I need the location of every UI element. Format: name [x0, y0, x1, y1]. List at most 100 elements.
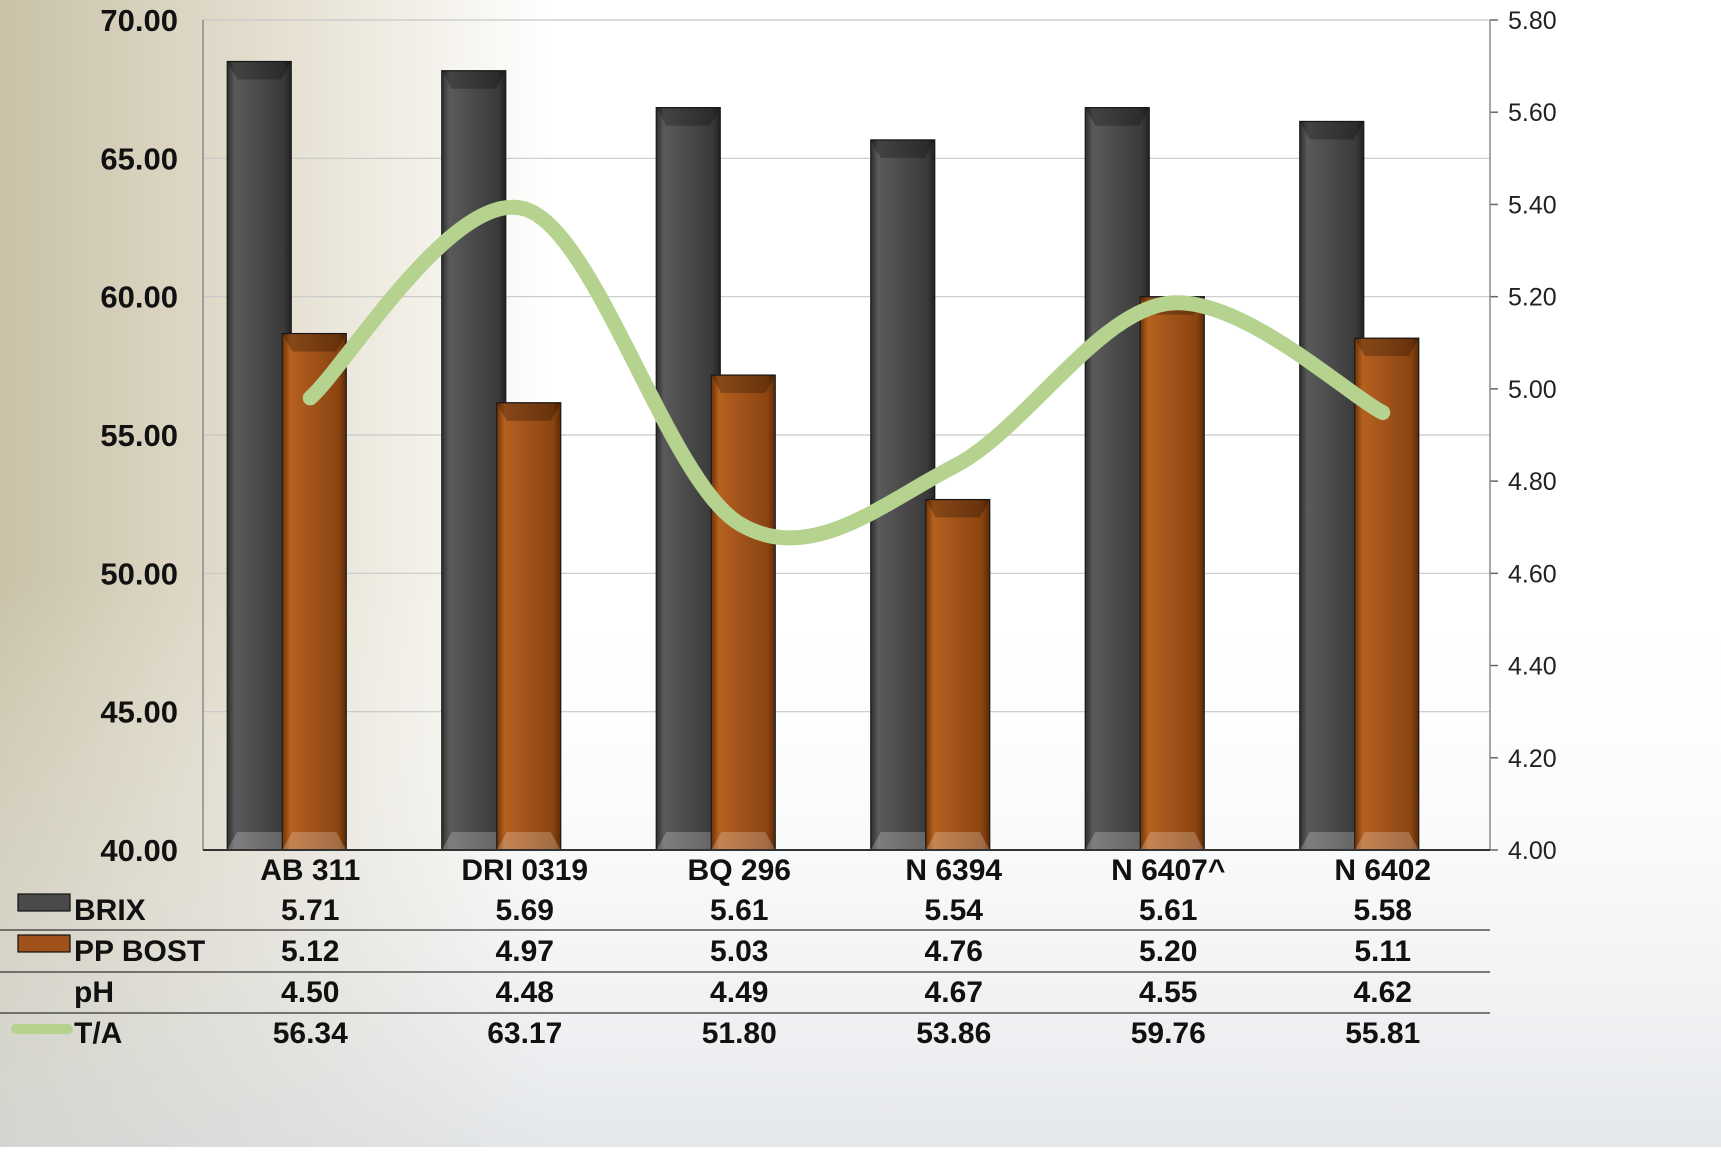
bar-bevel-top — [227, 61, 292, 80]
bar-pp-bost — [496, 402, 562, 851]
bar-body — [496, 402, 562, 851]
table-series-name: PP BOST — [74, 935, 205, 968]
table-cell: 51.80 — [702, 1017, 777, 1050]
bar-brix — [226, 60, 292, 851]
bar-bevel-bottom — [282, 832, 347, 850]
bar-bevel-bottom — [656, 832, 721, 850]
table-cell: 5.69 — [496, 894, 554, 927]
table-cell: 5.54 — [925, 894, 984, 927]
bar-bevel-top — [1085, 107, 1150, 126]
table-cell: 55.81 — [1345, 1017, 1420, 1050]
y-left-tick-label: 70.00 — [100, 3, 178, 38]
bar-bevel-top — [925, 499, 990, 518]
bar-bevel-top — [496, 402, 561, 421]
y-right-tick-label: 5.80 — [1508, 7, 1557, 35]
y-right-tick-label: 4.40 — [1508, 653, 1557, 681]
bar-pp-bost — [925, 498, 991, 851]
y-right-tick-label: 4.00 — [1508, 837, 1557, 865]
bar-body — [226, 60, 292, 851]
table-cell: 5.61 — [710, 894, 768, 927]
category-label: AB 311 — [260, 854, 360, 887]
bar-bevel-top — [282, 333, 347, 352]
table-series-name: T/A — [74, 1017, 122, 1050]
bar-brix — [655, 107, 721, 851]
table-cell: 59.76 — [1131, 1017, 1206, 1050]
y-right-tick-label: 5.20 — [1508, 284, 1557, 312]
data-table: BRIX 5.71 5.69 5.61 5.54 5.61 5.58 PP BOST 5.12 4… — [0, 893, 1490, 1050]
table-cell: 4.55 — [1139, 976, 1197, 1009]
table-cell: 5.03 — [710, 935, 768, 968]
bar-bevel-top — [711, 375, 776, 394]
table-cell: 4.62 — [1354, 976, 1412, 1009]
bar-bevel-bottom — [441, 832, 506, 850]
y-left-tick-label: 45.00 — [100, 695, 178, 730]
bar-bevel-bottom — [1299, 832, 1364, 850]
bar-bevel-bottom — [870, 832, 935, 850]
bar-body — [1354, 337, 1420, 851]
table-cell: 5.12 — [281, 935, 339, 968]
line-t-a — [302, 199, 1391, 546]
bar-body — [655, 107, 721, 851]
table-series-name: pH — [74, 976, 114, 1009]
y-right-tick-label: 5.00 — [1508, 376, 1557, 404]
bar-bevel-top — [1354, 338, 1419, 357]
table-cell: 5.71 — [281, 894, 339, 927]
bar-brix — [441, 70, 507, 851]
bar-bevel-top — [656, 107, 721, 126]
y-left-tick-label: 50.00 — [100, 556, 178, 591]
y-left-tick-label: 60.00 — [100, 280, 178, 315]
category-label: BQ 296 — [688, 854, 791, 887]
category-label: N 6394 — [905, 854, 1002, 887]
category-label: N 6402 — [1334, 854, 1431, 887]
table-cell: 56.34 — [273, 1017, 348, 1050]
bar-brix — [1084, 107, 1150, 851]
table-cell: 53.86 — [916, 1017, 991, 1050]
bar-pp-bost — [710, 374, 776, 851]
line-series — [302, 199, 1391, 546]
category-label: N 6407^ — [1111, 854, 1225, 887]
legend-key-brix — [17, 893, 71, 912]
bar-pp-bost — [1354, 337, 1420, 851]
bar-body — [925, 498, 991, 851]
bar-bevel-bottom — [1354, 832, 1419, 850]
table-cell: 5.11 — [1354, 935, 1411, 968]
bars — [226, 60, 1420, 851]
table-cell: 4.49 — [710, 976, 768, 1009]
bar-bevel-bottom — [925, 832, 990, 850]
table-cell: 4.67 — [925, 976, 983, 1009]
bar-body — [1299, 120, 1365, 851]
bar-body — [441, 70, 507, 851]
table-cell: 4.48 — [496, 976, 554, 1009]
bar-bevel-bottom — [711, 832, 776, 850]
bar-bevel-bottom — [227, 832, 292, 850]
table-cell: 4.50 — [281, 976, 339, 1009]
table-cell: 4.76 — [925, 935, 983, 968]
bar-body — [281, 332, 347, 851]
y-right-tick-label: 4.80 — [1508, 468, 1557, 496]
axes: 40.00 45.00 50.00 55.00 60.00 65.00 70.00 4.00 4… — [100, 3, 1556, 887]
bar-body — [710, 374, 776, 851]
table-series-name: BRIX — [74, 894, 146, 927]
bar-body — [1139, 296, 1205, 851]
bar-bevel-bottom — [1140, 832, 1205, 850]
bar-bevel-top — [1299, 121, 1364, 140]
y-right-tick-label: 4.60 — [1508, 560, 1557, 588]
bar-bevel-top — [870, 139, 935, 158]
y-right-tick-label: 4.20 — [1508, 745, 1557, 773]
table-cell: 5.58 — [1354, 894, 1412, 927]
bar-bevel-bottom — [1085, 832, 1150, 850]
bar-bevel-bottom — [496, 832, 561, 850]
y-right-tick-label: 5.60 — [1508, 99, 1557, 127]
y-right-tick-label: 5.40 — [1508, 191, 1557, 219]
table-cell: 63.17 — [487, 1017, 562, 1050]
table-cell: 4.97 — [496, 935, 554, 968]
bar-brix — [1299, 120, 1365, 851]
table-cell: 5.20 — [1139, 935, 1197, 968]
legend-key-pp-bost — [17, 934, 71, 953]
bar-pp-bost — [281, 332, 347, 851]
category-label: DRI 0319 — [461, 854, 588, 887]
bar-bevel-top — [441, 70, 506, 89]
bar-pp-bost — [1139, 296, 1205, 851]
y-left-tick-label: 65.00 — [100, 141, 178, 176]
